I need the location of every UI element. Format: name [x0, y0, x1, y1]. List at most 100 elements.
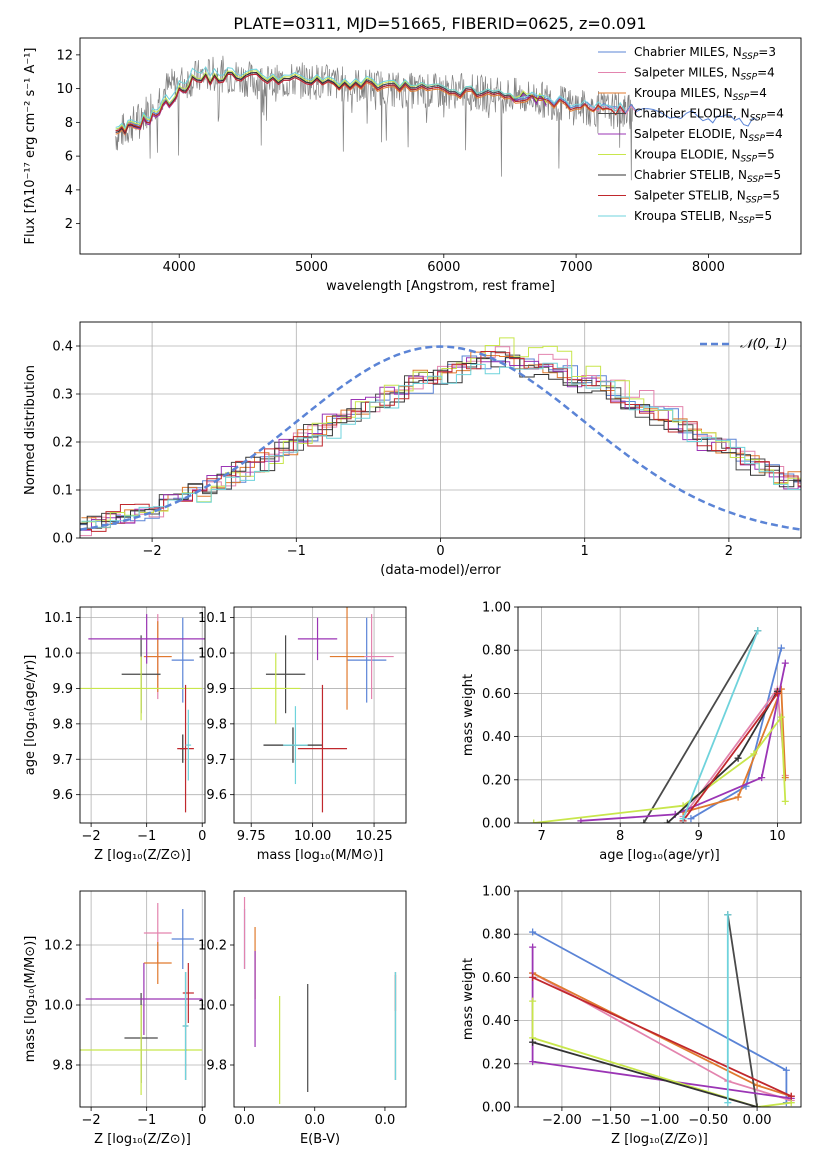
x-tick-label: 0.0 — [234, 1113, 255, 1128]
model-spectrum-line — [115, 66, 626, 130]
x-tick-label: 8 — [616, 829, 624, 844]
y-tick-label: 0.60 — [482, 687, 511, 702]
y-tick-label: 6 — [65, 150, 73, 165]
plot-frame — [79, 890, 206, 1108]
plot-frame — [79, 606, 206, 824]
y-tick-label: 0.40 — [482, 1014, 511, 1029]
weight-series-line — [532, 1041, 758, 1107]
y-axis-label: mass weight — [461, 958, 476, 1040]
y-tick-label: 10.2 — [44, 939, 73, 954]
y-tick-label: 9.6 — [206, 788, 227, 803]
weight-marker — [640, 819, 648, 823]
error-bars — [251, 607, 394, 813]
weight-marker — [787, 1092, 795, 1100]
x-tick-label: −0.50 — [688, 1113, 728, 1128]
plot-frame — [517, 606, 802, 824]
weight-marker — [777, 644, 785, 652]
weight-marker — [577, 817, 585, 823]
weight-marker — [750, 750, 758, 758]
weight-series-line — [682, 630, 759, 820]
y-tick-label: 10.0 — [198, 999, 227, 1014]
weight-series-line — [682, 688, 787, 814]
weight-marker — [758, 774, 766, 782]
x-tick-label: 10.25 — [355, 829, 392, 844]
y-tick-label: 0.1 — [52, 484, 73, 499]
y-tick-label: 1.00 — [482, 601, 511, 616]
observed-spectrum — [115, 55, 633, 181]
y-tick-label: 10.2 — [198, 939, 227, 954]
y-tick-label: 0.00 — [482, 1101, 511, 1116]
weight-marker — [773, 689, 781, 697]
y-tick-label: 0.40 — [482, 730, 511, 745]
y-tick-label: 9.8 — [206, 717, 227, 732]
weight-marker — [529, 973, 537, 981]
x-axis-label: age [log₁₀(age/yr)] — [599, 848, 720, 863]
x-tick-label: 0 — [436, 544, 444, 559]
plot-frame — [517, 890, 802, 1108]
x-tick-label: 6000 — [427, 260, 460, 275]
y-tick-label: 10.1 — [44, 611, 73, 626]
y-tick-label: 10.0 — [198, 647, 227, 662]
y-tick-label: 10.0 — [44, 647, 73, 662]
mass-vs-metallicity-panel: −2 −1 0 9.8 10.0 10.2 Z [log₁₀(Z/Z⊙)] mass [log… — [23, 890, 206, 1147]
histogram-step-line — [80, 357, 801, 531]
y-tick-label: 0.80 — [482, 928, 511, 943]
weight-marker — [734, 754, 742, 762]
plot-frame — [79, 37, 802, 255]
x-tick-label: −2 — [82, 1113, 101, 1128]
x-axis-label: Z [log₁₀(Z/Z⊙)] — [611, 1132, 708, 1147]
y-tick-label: 9.9 — [206, 682, 227, 697]
x-axis-label: (data-model)/error — [380, 563, 501, 578]
age-vs-metallicity-panel: −2 −1 0 9.6 9.7 9.8 9.9 10.0 10.1 Z [log₁₀(Z/Z⊙)]… — [23, 606, 206, 863]
weight-marker — [529, 928, 537, 936]
y-tick-label: 0.2 — [52, 436, 73, 451]
x-tick-label: 8000 — [692, 260, 725, 275]
plot-frame — [233, 890, 407, 1108]
legend-entry: Kroupa STELIB, NSSP=5 — [634, 209, 772, 226]
error-bars — [80, 614, 205, 813]
weight-marker — [663, 819, 671, 823]
histogram-step-line — [80, 357, 801, 524]
y-axis-label: mass weight — [461, 674, 476, 756]
weight-series-line — [531, 1001, 792, 1107]
weight-marker — [529, 1058, 537, 1066]
age-vs-mass-panel: 9.75 10.00 10.25 9.6 9.7 9.8 9.9 10.0 10.1 mass [… — [198, 606, 407, 863]
x-tick-label: 0.00 — [743, 1113, 772, 1128]
x-tick-label: 0.0 — [304, 1113, 325, 1128]
x-tick-label: 0.0 — [375, 1113, 396, 1128]
legend-entry: Kroupa ELODIE, NSSP=5 — [634, 148, 775, 165]
x-tick-label: 0 — [198, 1113, 206, 1128]
plot-frame — [79, 321, 802, 539]
weight-marker — [753, 1103, 761, 1107]
y-tick-label: 0.00 — [482, 817, 511, 832]
figure-title: PLATE=0311, MJD=51665, FIBERID=0625, z=0… — [233, 14, 646, 33]
error-bars — [243, 897, 397, 1104]
legend-entry: Salpeter STELIB, NSSP=5 — [634, 189, 780, 206]
y-tick-label: 4 — [65, 183, 73, 198]
spectrum-panel: 4000 5000 6000 7000 8000 2 4 6 8 10 12 wavelength [… — [23, 37, 802, 294]
y-axis-label: age [log₁₀(age/yr)] — [23, 655, 38, 776]
y-tick-label: 0.20 — [482, 773, 511, 788]
weight-series-line — [682, 692, 779, 822]
x-tick-label: 10 — [769, 829, 786, 844]
weight-marker — [679, 815, 687, 823]
legend-entry: Kroupa MILES, NSSP=4 — [634, 86, 767, 103]
x-tick-label: 9 — [695, 829, 703, 844]
error-bars — [80, 903, 203, 1095]
spectrum-lines — [115, 55, 757, 181]
y-tick-label: 10.0 — [44, 999, 73, 1014]
weight-series-line — [580, 663, 787, 822]
weight-marker — [724, 1099, 732, 1107]
y-tick-label: 2 — [65, 217, 73, 232]
x-tick-label: −2 — [143, 544, 162, 559]
weight-marker — [724, 911, 732, 919]
weight-series-line — [643, 630, 759, 823]
y-tick-label: 0.3 — [52, 388, 73, 403]
x-tick-label: 5000 — [295, 260, 328, 275]
mass-weight-vs-metallicity-panel: −2.00 −1.50 −1.00 −0.50 0.00 0.00 0.20 0.40 0.60… — [461, 885, 802, 1147]
x-tick-label: −1.50 — [591, 1113, 631, 1128]
x-tick-label: −1 — [137, 829, 156, 844]
x-axis-label: Z [log₁₀(Z/Z⊙)] — [94, 1132, 191, 1147]
x-tick-label: −1.00 — [640, 1113, 680, 1128]
